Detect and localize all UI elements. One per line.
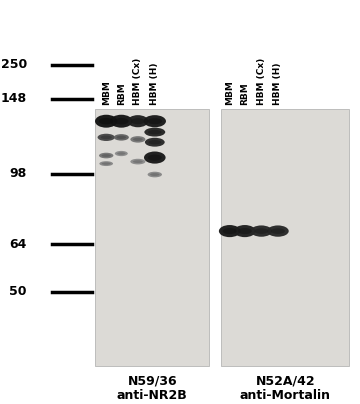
Ellipse shape (148, 172, 162, 177)
Ellipse shape (99, 118, 113, 124)
Text: N52A/42: N52A/42 (256, 375, 315, 387)
Ellipse shape (102, 162, 111, 165)
Text: HBM (H): HBM (H) (274, 63, 283, 105)
Text: 64: 64 (10, 238, 27, 251)
Ellipse shape (116, 136, 126, 139)
Ellipse shape (127, 115, 148, 127)
Ellipse shape (144, 152, 166, 164)
Ellipse shape (150, 173, 159, 176)
Text: RBM: RBM (117, 82, 126, 105)
Ellipse shape (130, 159, 145, 164)
Ellipse shape (271, 228, 285, 234)
Ellipse shape (99, 161, 113, 166)
Ellipse shape (219, 225, 240, 237)
Ellipse shape (100, 136, 112, 139)
Ellipse shape (114, 118, 129, 124)
Ellipse shape (234, 225, 256, 237)
Ellipse shape (110, 115, 132, 128)
Text: anti-NR2B: anti-NR2B (117, 389, 188, 402)
Ellipse shape (114, 134, 129, 141)
Ellipse shape (130, 136, 145, 143)
Ellipse shape (133, 138, 143, 141)
Ellipse shape (238, 228, 252, 234)
Text: HBM (H): HBM (H) (150, 63, 159, 105)
Ellipse shape (148, 118, 162, 124)
Text: HBM (Cx): HBM (Cx) (133, 58, 143, 105)
Text: 98: 98 (10, 167, 27, 180)
Ellipse shape (251, 225, 272, 237)
Text: 50: 50 (9, 285, 27, 298)
Ellipse shape (117, 152, 126, 155)
Text: anti-Mortalin: anti-Mortalin (240, 389, 331, 402)
Ellipse shape (144, 115, 166, 127)
Ellipse shape (254, 228, 269, 234)
Ellipse shape (133, 160, 143, 163)
Ellipse shape (148, 154, 162, 161)
Ellipse shape (99, 153, 113, 158)
Ellipse shape (98, 134, 115, 141)
Ellipse shape (131, 118, 145, 124)
Ellipse shape (115, 151, 128, 156)
Ellipse shape (148, 130, 162, 134)
Text: 148: 148 (1, 93, 27, 105)
Ellipse shape (222, 228, 237, 234)
Ellipse shape (267, 225, 289, 237)
Ellipse shape (144, 128, 165, 137)
Ellipse shape (145, 138, 165, 147)
Text: MBM: MBM (225, 80, 234, 105)
Text: 250: 250 (1, 58, 27, 71)
Text: RBM: RBM (240, 82, 249, 105)
Bar (95, 109, 209, 366)
Ellipse shape (148, 140, 161, 144)
Text: N59/36: N59/36 (127, 375, 177, 387)
Ellipse shape (95, 115, 117, 128)
Text: MBM: MBM (102, 80, 111, 105)
Ellipse shape (102, 154, 111, 157)
Text: HBM (Cx): HBM (Cx) (257, 58, 266, 105)
Bar (221, 109, 349, 366)
